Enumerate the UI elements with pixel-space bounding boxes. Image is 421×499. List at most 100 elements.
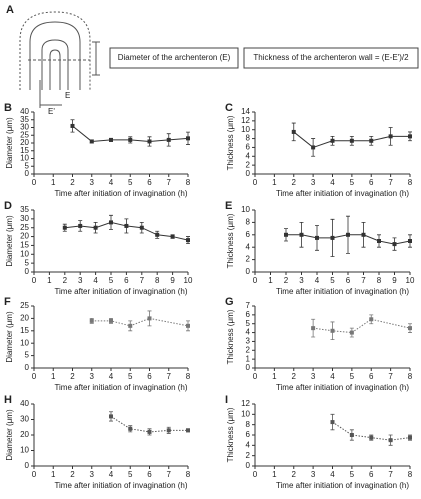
x-axis-label: Time after initiation of invagination (h… <box>276 287 409 296</box>
y-tick-label: 10 <box>20 446 29 455</box>
panel-label: F <box>4 296 11 308</box>
x-tick-label: 3 <box>311 470 316 479</box>
y-tick-label: 0 <box>246 461 251 470</box>
x-tick-label: 7 <box>167 470 172 479</box>
x-tick-label: 4 <box>315 276 320 285</box>
x-tick-label: 0 <box>32 276 37 285</box>
data-point <box>284 232 288 237</box>
data-point <box>89 318 94 323</box>
x-axis-label: Time after initiation of invagination (h… <box>54 481 187 490</box>
data-point <box>109 220 113 225</box>
x-tick-label: 6 <box>147 372 152 381</box>
y-axis-label: Diameter (μm) <box>5 409 14 461</box>
x-tick-label: 6 <box>346 276 351 285</box>
x-tick-label: 3 <box>90 178 95 187</box>
y-axis-label: Diameter (μm) <box>5 215 14 267</box>
x-tick-label: 2 <box>70 470 75 479</box>
data-point <box>128 323 133 328</box>
data-point <box>299 232 304 237</box>
y-tick-label: 0 <box>246 267 251 276</box>
data-line <box>91 317 189 327</box>
y-tick-label: 10 <box>241 125 250 134</box>
data-point <box>186 238 190 243</box>
x-tick-label: 1 <box>51 372 56 381</box>
x-tick-label: 6 <box>147 178 152 187</box>
y-tick-label: 20 <box>20 232 29 241</box>
x-tick-label: 8 <box>408 470 413 479</box>
panel-label: G <box>225 296 234 308</box>
x-tick-label: 5 <box>128 372 133 381</box>
x-tick-label: 2 <box>292 178 297 187</box>
x-tick-label: 4 <box>330 372 335 381</box>
x-tick-label: 8 <box>186 178 191 187</box>
y-tick-label: 12 <box>241 399 250 408</box>
x-tick-label: 7 <box>167 178 172 187</box>
x-tick-label: 10 <box>184 276 193 285</box>
box-text: Thickness of the archenteron wall = (E-E… <box>253 53 409 62</box>
x-tick-label: 8 <box>186 470 191 479</box>
box <box>243 47 419 69</box>
x-tick-label: 5 <box>128 470 133 479</box>
box-text: Diameter of the archenteron (E) <box>118 53 231 62</box>
y-tick-label: 14 <box>241 107 250 116</box>
y-tick-label: 5 <box>25 258 30 267</box>
x-tick-label: 7 <box>140 276 145 285</box>
x-tick-label: 3 <box>78 276 83 285</box>
data-point <box>377 239 381 243</box>
y-tick-label: 30 <box>20 123 29 132</box>
data-point <box>349 330 354 335</box>
y-tick-label: 12 <box>241 116 250 125</box>
x-tick-label: 8 <box>186 372 191 381</box>
data-point <box>155 232 160 237</box>
x-tick-label: 0 <box>32 372 37 381</box>
y-axis-label: Thickness (μm) <box>226 407 235 462</box>
x-tick-label: 5 <box>109 276 114 285</box>
x-tick-label: 5 <box>350 372 355 381</box>
x-tick-label: 0 <box>253 178 258 187</box>
panel-label: A <box>6 4 14 16</box>
data-point <box>62 225 67 230</box>
label-e: E <box>65 91 70 100</box>
y-tick-label: 4 <box>246 440 251 449</box>
y-tick-label: 15 <box>20 146 29 155</box>
data-point <box>170 234 175 239</box>
y-tick-label: 6 <box>246 430 251 439</box>
y-tick-label: 4 <box>246 242 251 251</box>
data-point <box>408 239 412 243</box>
x-tick-label: 10 <box>406 276 415 285</box>
x-tick-label: 5 <box>350 470 355 479</box>
label-e-prime: E' <box>48 107 55 116</box>
x-axis-label: Time after initiation of invagination (h… <box>276 481 409 490</box>
y-tick-label: 10 <box>20 154 29 163</box>
data-point <box>311 145 316 150</box>
data-point <box>330 138 335 143</box>
data-point <box>186 323 190 328</box>
x-tick-label: 6 <box>369 372 374 381</box>
x-tick-label: 0 <box>253 276 258 285</box>
x-tick-label: 2 <box>292 372 297 381</box>
x-tick-label: 9 <box>170 276 175 285</box>
data-point <box>346 232 350 237</box>
data-point <box>70 123 75 128</box>
x-tick-label: 4 <box>109 470 114 479</box>
x-tick-label: 1 <box>51 178 56 187</box>
y-tick-label: 6 <box>246 230 251 239</box>
x-tick-label: 8 <box>155 276 160 285</box>
x-tick-label: 4 <box>109 372 114 381</box>
x-tick-label: 4 <box>330 178 335 187</box>
x-tick-label: 3 <box>311 372 316 381</box>
y-tick-label: 8 <box>246 420 251 429</box>
y-tick-label: 2 <box>246 160 251 169</box>
x-tick-label: 2 <box>70 372 75 381</box>
y-axis-label: Thickness (μm) <box>226 309 235 364</box>
y-axis-label: Diameter (μm) <box>5 117 14 169</box>
data-point <box>128 137 133 142</box>
data-point <box>369 138 374 143</box>
x-tick-label: 4 <box>93 276 98 285</box>
data-point <box>408 134 412 139</box>
x-tick-label: 1 <box>272 178 277 187</box>
x-tick-label: 5 <box>330 276 335 285</box>
data-point <box>128 426 133 431</box>
y-tick-label: 20 <box>20 138 29 147</box>
